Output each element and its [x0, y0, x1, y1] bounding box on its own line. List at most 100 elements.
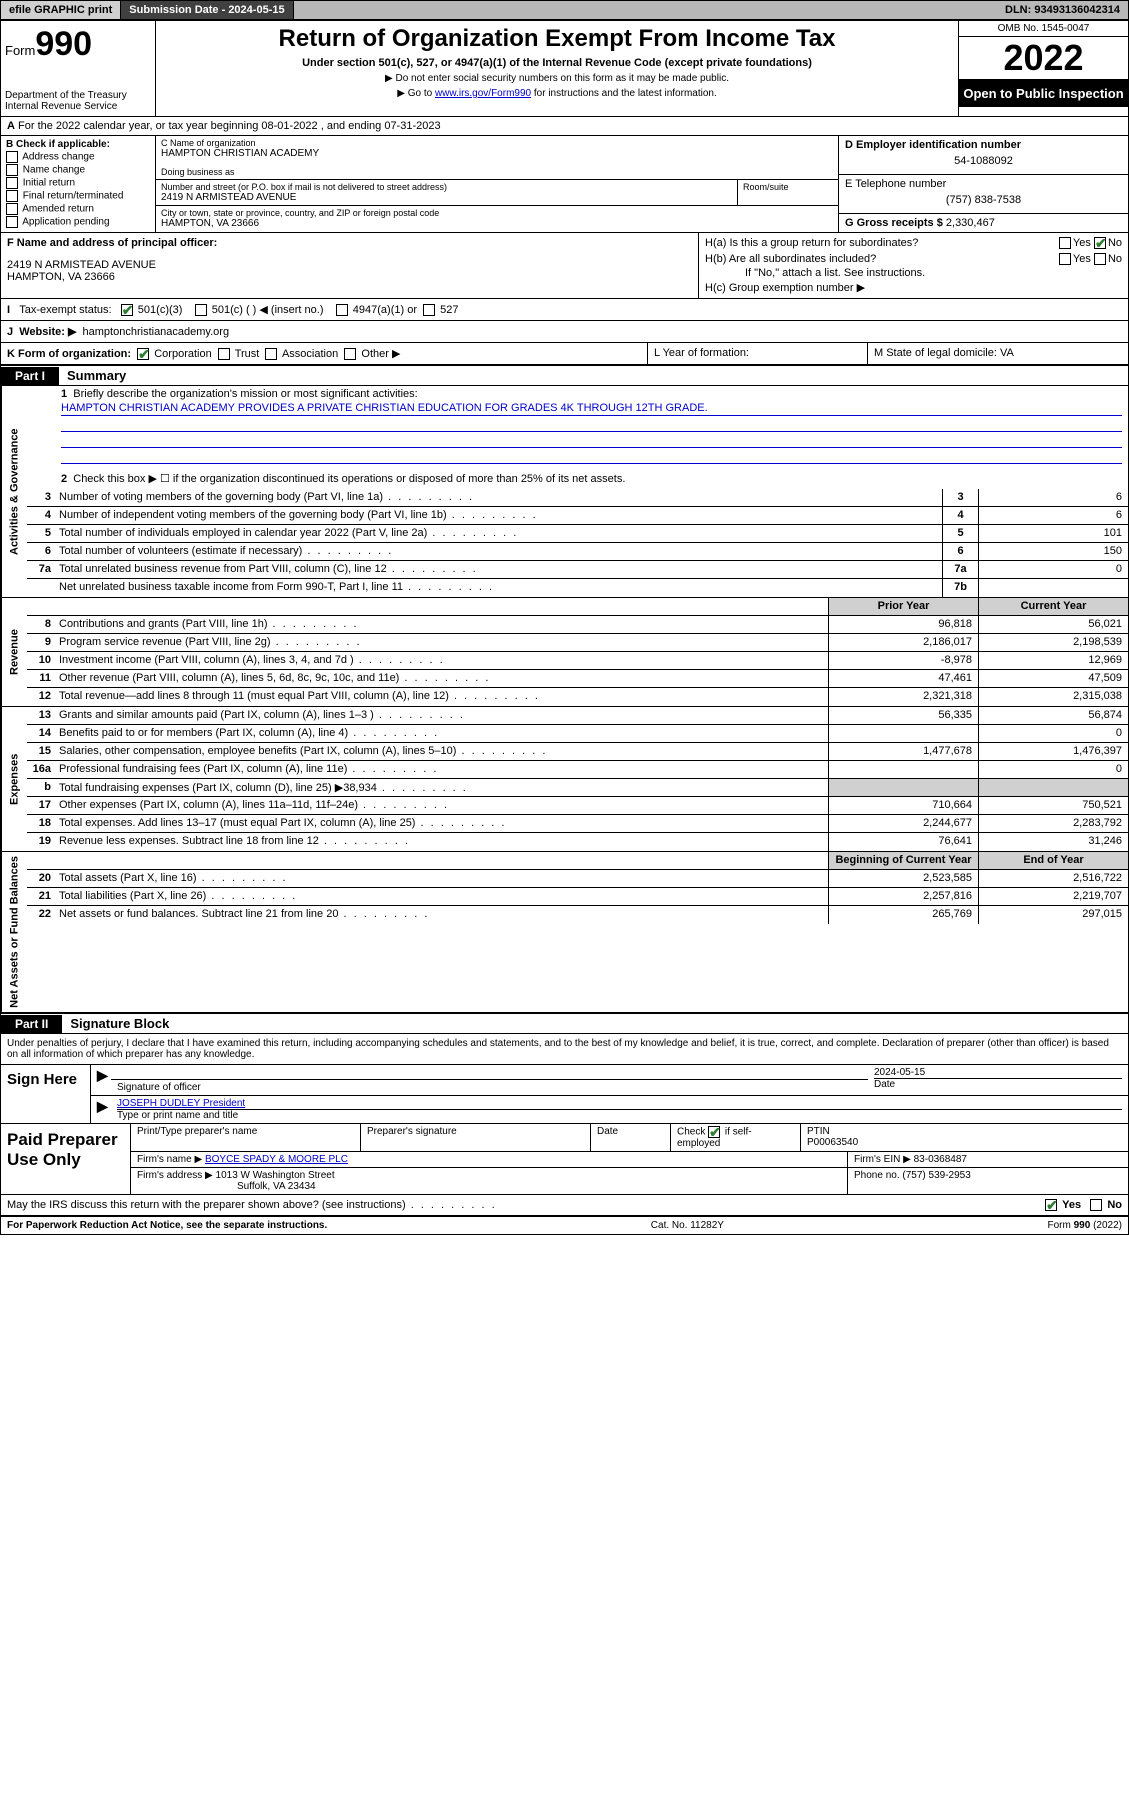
org-name: HAMPTON CHRISTIAN ACADEMY [161, 148, 833, 159]
prep-self-emp: Check if self-employed [671, 1124, 801, 1151]
sign-here-label: Sign Here [1, 1065, 91, 1123]
line-2-text: Check this box ▶ ☐ if the organization d… [73, 473, 625, 485]
table-row: 10Investment income (Part VIII, column (… [27, 652, 1128, 670]
sig-officer-label: Signature of officer [111, 1079, 868, 1095]
ha-yes[interactable] [1059, 237, 1071, 249]
line-m: M State of legal domicile: VA [868, 343, 1128, 364]
mission-blank2 [61, 434, 1122, 448]
note2-post: for instructions and the latest informat… [531, 88, 717, 99]
table-row: 17Other expenses (Part IX, column (A), l… [27, 797, 1128, 815]
hb-yes[interactable] [1059, 253, 1071, 265]
ha-no[interactable] [1094, 237, 1106, 249]
corp-label: Corporation [154, 348, 211, 360]
table-row: 22Net assets or fund balances. Subtract … [27, 906, 1128, 924]
dba-label: Doing business as [161, 167, 833, 177]
website-label: Website: ▶ [19, 326, 76, 338]
hdr-beg: Beginning of Current Year [828, 852, 978, 869]
cb-name[interactable]: Name change [6, 164, 150, 176]
cb-pending[interactable]: Application pending [6, 216, 150, 228]
hdr-curr: Current Year [978, 598, 1128, 615]
cb-501c[interactable] [195, 304, 207, 316]
street-value: 2419 N ARMISTEAD AVENUE [161, 192, 732, 203]
prep-right: Print/Type preparer's name Preparer's si… [131, 1124, 1128, 1194]
principal-officer: F Name and address of principal officer:… [1, 233, 698, 298]
cb-final[interactable]: Final return/terminated [6, 190, 150, 202]
part-2-title: Signature Block [62, 1014, 177, 1033]
table-row: 14Benefits paid to or for members (Part … [27, 725, 1128, 743]
col-c: C Name of organization HAMPTON CHRISTIAN… [156, 136, 838, 232]
header-right: OMB No. 1545-0047 2022 Open to Public In… [958, 21, 1128, 116]
yes-label: Yes [1073, 237, 1091, 249]
cb-self-employed[interactable] [708, 1126, 720, 1138]
gross-value: 2,330,467 [946, 217, 995, 229]
ptin-value: P00063540 [807, 1137, 1122, 1148]
gov-row: 7aTotal unrelated business revenue from … [27, 561, 1128, 579]
line-2: 2 Check this box ▶ ☐ if the organization… [27, 468, 1128, 489]
ein-label: D Employer identification number [845, 139, 1122, 151]
irs-label: Internal Revenue Service [5, 101, 151, 112]
cb-initial[interactable]: Initial return [6, 177, 150, 189]
open-to-public: Open to Public Inspection [959, 80, 1128, 107]
cb-name-label: Name change [23, 165, 85, 176]
line-k: K Form of organization: Corporation Trus… [1, 343, 648, 364]
col-b: B Check if applicable: Address change Na… [1, 136, 156, 232]
other-label: Other ▶ [361, 348, 400, 360]
section-f: F Name and address of principal officer:… [1, 233, 1128, 299]
discuss-no[interactable] [1090, 1199, 1102, 1211]
part-1-title: Summary [59, 366, 134, 385]
trust-label: Trust [235, 348, 260, 360]
gross-label: G Gross receipts $ [845, 217, 943, 229]
prep-row-2: Firm's name ▶ BOYCE SPADY & MOORE PLC Fi… [131, 1152, 1128, 1168]
header-left: Form990 Department of the Treasury Inter… [1, 21, 156, 116]
sig-row-1: ▶ Signature of officer 2024-05-15 Date [91, 1065, 1128, 1096]
website-value: hamptonchristianacademy.org [83, 326, 230, 338]
omb-number: OMB No. 1545-0047 [959, 21, 1128, 37]
hb-row: H(b) Are all subordinates included? Yes … [705, 253, 1122, 265]
rev-body: Prior Year Current Year 8Contributions a… [27, 598, 1128, 706]
line-a-text: For the 2022 calendar year, or tax year … [18, 120, 441, 132]
prep-row-1: Print/Type preparer's name Preparer's si… [131, 1124, 1128, 1152]
vlabel-revenue: Revenue [1, 598, 27, 706]
hdr-blank2 [55, 598, 828, 615]
yes-label2: Yes [1073, 253, 1091, 265]
line-i: I Tax-exempt status: 501(c)(3) 501(c) ( … [1, 299, 1128, 321]
hdr-prior: Prior Year [828, 598, 978, 615]
net-header: Beginning of Current Year End of Year [27, 852, 1128, 870]
note2-pre: ▶ Go to [397, 88, 435, 99]
efile-label[interactable]: efile GRAPHIC print [1, 1, 121, 19]
cb-trust[interactable] [218, 348, 230, 360]
hb-no[interactable] [1094, 253, 1106, 265]
firm-name[interactable]: BOYCE SPADY & MOORE PLC [205, 1154, 348, 1165]
cb-other[interactable] [344, 348, 356, 360]
sign-here-block: Sign Here ▶ Signature of officer 2024-05… [1, 1065, 1128, 1124]
cb-assoc[interactable] [265, 348, 277, 360]
f-addr2: HAMPTON, VA 23666 [7, 271, 692, 283]
table-row: 20Total assets (Part X, line 16)2,523,58… [27, 870, 1128, 888]
discuss-no-label: No [1107, 1199, 1122, 1211]
org-name-label: C Name of organization [161, 138, 833, 148]
cb-501c3[interactable] [121, 304, 133, 316]
form-org-label: K Form of organization: [7, 348, 131, 360]
table-row: 16aProfessional fundraising fees (Part I… [27, 761, 1128, 779]
dept-treasury: Department of the Treasury [5, 90, 151, 101]
cb-4947[interactable] [336, 304, 348, 316]
firm-phone-cell: Phone no. (757) 539-2953 [848, 1168, 1128, 1194]
cb-corp[interactable] [137, 348, 149, 360]
irs-link[interactable]: www.irs.gov/Form990 [435, 88, 531, 99]
phone-cell: E Telephone number (757) 838-7538 [839, 175, 1128, 214]
cb-address[interactable]: Address change [6, 151, 150, 163]
sig-date-value: 2024-05-15 [874, 1067, 1122, 1078]
firm-addr2: Suffolk, VA 23434 [237, 1181, 316, 1192]
cb-amended[interactable]: Amended return [6, 203, 150, 215]
discuss-yes-label: Yes [1062, 1199, 1081, 1211]
mission-blank3 [61, 450, 1122, 464]
paid-preparer-block: Paid Preparer Use Only Print/Type prepar… [1, 1124, 1128, 1195]
firm-addr1: 1013 W Washington Street [216, 1170, 335, 1181]
room-label: Room/suite [738, 180, 838, 205]
part-2-bar: Part II [1, 1015, 62, 1033]
discuss-yes[interactable] [1045, 1199, 1057, 1211]
gov-row: 3Number of voting members of the governi… [27, 489, 1128, 507]
arrow-icon-2: ▶ [97, 1098, 108, 1114]
officer-name[interactable]: JOSEPH DUDLEY President [117, 1098, 245, 1109]
cb-527[interactable] [423, 304, 435, 316]
